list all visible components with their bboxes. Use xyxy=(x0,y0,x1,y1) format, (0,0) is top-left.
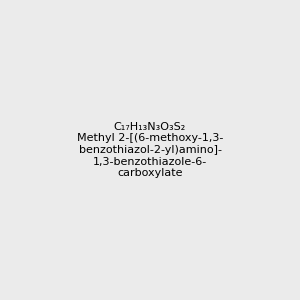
Text: C₁₇H₁₃N₃O₃S₂
Methyl 2-[(6-methoxy-1,3-
benzothiazol-2-yl)amino]-
1,3-benzothiazo: C₁₇H₁₃N₃O₃S₂ Methyl 2-[(6-methoxy-1,3- b… xyxy=(77,122,223,178)
